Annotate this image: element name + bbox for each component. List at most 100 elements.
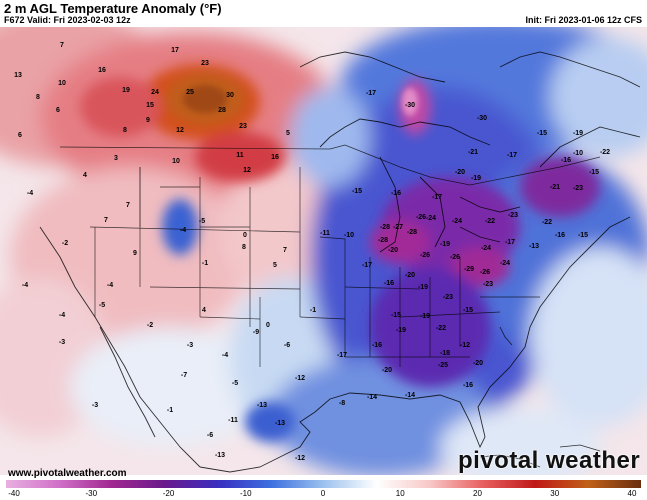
- anomaly-label: 13: [14, 72, 22, 79]
- coastline: [39, 51, 641, 473]
- anomaly-label: -28: [378, 237, 388, 244]
- anomaly-label: -4: [222, 352, 228, 359]
- anomaly-label: -3: [187, 342, 193, 349]
- anomaly-label: -10: [344, 232, 354, 239]
- anomaly-label: -4: [107, 282, 113, 289]
- temperature-anomaly-map[interactable]: 7 17 23 13 16 10 19 24 25 30 15 28 8 6 9 12 23 5 6 8 10 3 11 12…: [0, 27, 647, 475]
- anomaly-label: 5: [286, 130, 290, 137]
- colorbar-gradient: [6, 480, 641, 488]
- website-watermark[interactable]: www.pivotalweather.com: [8, 468, 127, 479]
- anomaly-label: -16: [463, 382, 473, 389]
- anomaly-label: -3: [92, 402, 98, 409]
- anomaly-label: -17: [366, 90, 376, 97]
- anomaly-label: -20: [382, 367, 392, 374]
- anomaly-label: 10: [172, 158, 180, 165]
- anomaly-label: 8: [123, 127, 127, 134]
- anomaly-label: 0: [243, 232, 247, 239]
- anomaly-label: -1: [310, 307, 316, 314]
- anomaly-label: -22: [542, 219, 552, 226]
- anomaly-label: 0: [266, 322, 270, 329]
- anomaly-label: -7: [181, 372, 187, 379]
- anomaly-label: -19: [418, 284, 428, 291]
- anomaly-label: 23: [201, 60, 209, 67]
- anomaly-label: -15: [463, 307, 473, 314]
- anomaly-label: 12: [176, 127, 184, 134]
- colorbar-tick: -10: [239, 489, 252, 498]
- anomaly-label: -17: [337, 352, 347, 359]
- anomaly-label: 5: [273, 262, 277, 269]
- anomaly-label: -13: [275, 420, 285, 427]
- anomaly-label: -12: [295, 455, 305, 462]
- anomaly-label: 17: [171, 47, 179, 54]
- colorbar-tick: 30: [550, 489, 560, 498]
- map-title: 2 m AGL Temperature Anomaly (°F): [4, 1, 222, 16]
- anomaly-label: -30: [405, 102, 415, 109]
- boundary-lines: [59, 144, 601, 367]
- anomaly-label: 3: [114, 155, 118, 162]
- anomaly-label: -23: [483, 281, 493, 288]
- anomaly-label: -26: [416, 214, 426, 221]
- anomaly-label: 7: [283, 247, 287, 254]
- anomaly-label: -14: [367, 394, 377, 401]
- anomaly-label: -5: [199, 218, 205, 225]
- anomaly-label: -15: [352, 188, 362, 195]
- anomaly-label: -20: [405, 272, 415, 279]
- anomaly-label: 8: [36, 94, 40, 101]
- anomaly-label: -17: [362, 262, 372, 269]
- anomaly-label: -24: [452, 218, 462, 225]
- anomaly-label: -12: [295, 375, 305, 382]
- anomaly-label: -21: [468, 149, 478, 156]
- anomaly-label: -2: [147, 322, 153, 329]
- anomaly-label: 6: [18, 132, 22, 139]
- anomaly-label: -23: [443, 294, 453, 301]
- anomaly-label: -10: [573, 150, 583, 157]
- anomaly-label: 10: [58, 80, 66, 87]
- anomaly-label: -26: [420, 252, 430, 259]
- anomaly-label: -4: [22, 282, 28, 289]
- anomaly-label: -25: [438, 362, 448, 369]
- anomaly-label: -28: [407, 229, 417, 236]
- anomaly-label: -27: [393, 224, 403, 231]
- brand-logo: pivotal weather: [458, 447, 641, 474]
- map-header: 2 m AGL Temperature Anomaly (°F) F672 Va…: [0, 0, 647, 27]
- anomaly-label: -26: [480, 269, 490, 276]
- colorbar-tick: 40: [627, 489, 637, 498]
- anomaly-label: -13: [257, 402, 267, 409]
- anomaly-label: 9: [146, 117, 150, 124]
- anomaly-label: -1: [167, 407, 173, 414]
- anomaly-label: -15: [391, 312, 401, 319]
- anomaly-label: -22: [485, 218, 495, 225]
- anomaly-label: 28: [218, 107, 226, 114]
- anomaly-label: 9: [133, 250, 137, 257]
- anomaly-label: -3: [59, 339, 65, 346]
- anomaly-label: -1: [202, 260, 208, 267]
- anomaly-label: -19: [573, 130, 583, 137]
- anomaly-label: 16: [271, 154, 279, 161]
- anomaly-label: -4: [59, 312, 65, 319]
- anomaly-label: -15: [537, 130, 547, 137]
- anomaly-label: -22: [436, 325, 446, 332]
- anomaly-label: -6: [207, 432, 213, 439]
- anomaly-hotspot: [183, 85, 418, 116]
- anomaly-label: -19: [396, 327, 406, 334]
- anomaly-label: -8: [339, 400, 345, 407]
- init-time-label: Init: Fri 2023-01-06 12z CFS: [525, 15, 642, 25]
- anomaly-label: -20: [455, 169, 465, 176]
- anomaly-label: -17: [432, 194, 442, 201]
- colorbar-tick: 20: [473, 489, 482, 498]
- colorbar-legend: -40 -30 -20 -10 0 10 20 30 40: [0, 478, 647, 500]
- anomaly-label: -14: [405, 392, 415, 399]
- anomaly-label: -17: [507, 152, 517, 159]
- anomaly-label: -28: [380, 224, 390, 231]
- anomaly-label: 7: [126, 202, 130, 209]
- anomaly-label: 12: [243, 167, 251, 174]
- anomaly-label: -16: [391, 190, 401, 197]
- anomaly-label: -11: [320, 230, 330, 237]
- anomaly-label: 23: [239, 123, 247, 130]
- anomaly-label: 7: [104, 217, 108, 224]
- anomaly-label: 15: [146, 102, 154, 109]
- anomaly-label: -16: [561, 157, 571, 164]
- anomaly-label: 7: [60, 42, 64, 49]
- anomaly-label: -15: [578, 232, 588, 239]
